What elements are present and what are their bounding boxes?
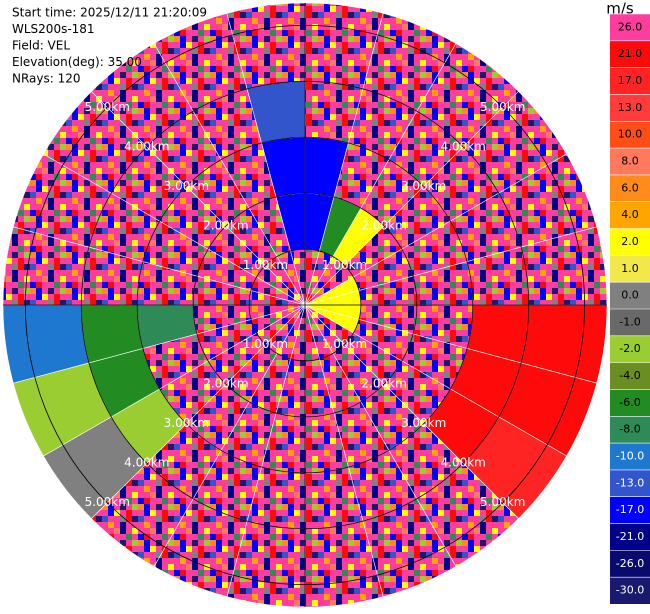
colorbar-block [610,416,650,444]
colorbar-block [610,362,650,390]
range-label: 4.00km [124,456,169,470]
colorbar-block [610,40,650,68]
overlay: 1.00km 1.00km 1.00km 1.00km 2.00km 2.00km 2.00… [3,3,607,607]
colorbar-label: 4.0 [621,208,639,221]
colorbar-block [610,67,650,95]
range-label: 4.00km [124,139,169,153]
colorbar-block [610,469,650,497]
colorbar-label: -2.0 [619,342,640,355]
range-label: 2.00km [361,377,406,391]
range-label: 3.00km [164,179,209,193]
colorbar-block [610,121,650,149]
colorbar-label: -10.0 [616,450,644,463]
range-label: 5.00km [85,100,130,114]
colorbar-label: -8.0 [619,423,640,436]
range-label: 3.00km [401,416,446,430]
colorbar-block [610,523,650,551]
range-label: 5.00km [480,495,525,509]
colorbar-block [610,496,650,524]
colorbar-label: 0.0 [621,289,639,302]
colorbar-label: -21.0 [616,530,644,543]
header-line: Field: VEL [12,39,70,53]
colorbar-block [610,309,650,336]
range-label: 3.00km [164,416,209,430]
header-line: Elevation(deg): 35.00 [12,55,142,69]
range-label: 4.00km [441,139,486,153]
header-line: Start time: 2025/12/11 21:20:09 [12,6,207,20]
colorbar-label: 8.0 [621,155,639,168]
colorbar-block [610,255,650,283]
colorbar-block [610,174,650,202]
range-label: 2.00km [361,218,406,232]
colorbar-block [610,443,650,470]
colorbar-title: m/s [606,0,634,18]
range-label: 4.00km [441,456,486,470]
colorbar-label: -4.0 [619,369,640,382]
colorbar-block [610,389,650,417]
colorbar-block [610,577,650,604]
range-label: 5.00km [480,100,525,114]
colorbar-block [610,282,650,309]
header-line: WLS200s-181 [12,22,95,36]
colorbar-label: 26.0 [618,20,643,33]
colorbar-label: -17.0 [616,503,644,516]
colorbar-label: -1.0 [619,315,640,328]
colorbar-label: 21.0 [618,47,643,60]
colorbar-label: 13.0 [618,101,643,114]
range-label: 5.00km [85,495,130,509]
colorbar-label: 6.0 [621,181,639,194]
colorbar-block [610,94,650,122]
colorbar-block [610,335,650,363]
colorbar-block [610,14,650,41]
range-label: 3.00km [401,179,446,193]
colorbar-label: 10.0 [618,128,643,141]
range-label: 2.00km [203,377,248,391]
colorbar-label: -13.0 [616,476,644,489]
colorbar-label: 17.0 [618,74,643,87]
colorbar-block [610,550,650,578]
range-label: 1.00km [243,337,288,351]
colorbar-label: -30.0 [616,584,644,597]
colorbar-label: -26.0 [616,557,644,570]
range-label: 1.00km [322,337,367,351]
colorbar-block [610,228,650,256]
colorbar-label: 2.0 [621,235,639,248]
colorbar-block [610,148,650,175]
range-label: 1.00km [322,258,367,272]
colorbar-label: -6.0 [619,396,640,409]
colorbar-block [610,201,650,229]
header-line: NRays: 120 [12,72,81,86]
colorbar-label: 1.0 [621,262,639,275]
range-label: 2.00km [203,218,248,232]
range-label: 1.00km [243,258,288,272]
